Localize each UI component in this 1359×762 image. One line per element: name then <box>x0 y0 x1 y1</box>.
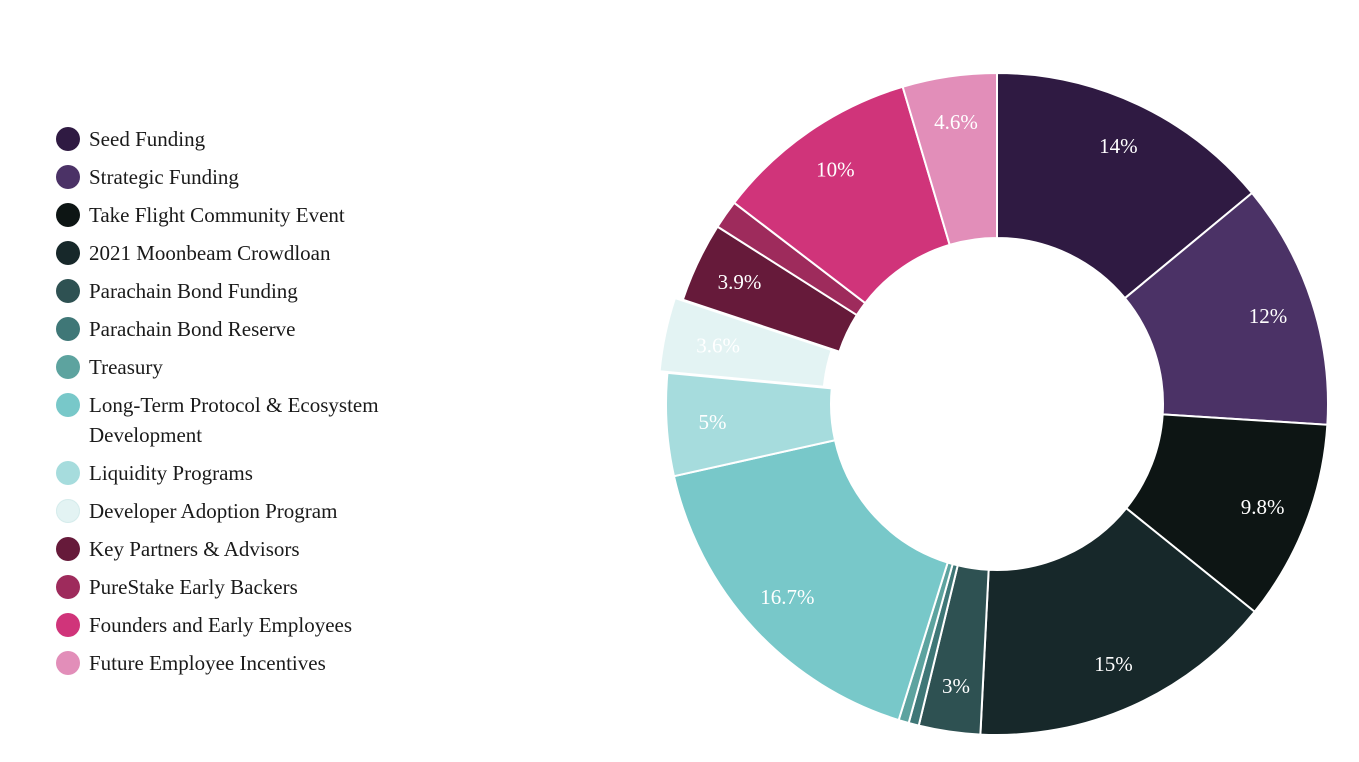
legend-item-seed-funding: Seed Funding <box>56 124 476 154</box>
legend-item-developer-adoption-program: Developer Adoption Program <box>56 496 476 526</box>
legend-swatch <box>56 317 80 341</box>
legend-swatch <box>56 651 80 675</box>
slice-label-2021-moonbeam-crowdloan: 15% <box>1094 652 1133 676</box>
slice-strategic-funding <box>1123 191 1329 426</box>
slice-label-take-flight-community-event: 9.8% <box>1241 495 1285 519</box>
legend-swatch <box>56 279 80 303</box>
legend-swatch <box>56 355 80 379</box>
legend-item-treasury: Treasury <box>56 352 476 382</box>
legend-swatch <box>56 393 80 417</box>
legend-label: Developer Adoption Program <box>89 499 338 523</box>
legend-item-long-term-protocol-and-ecosystem-development: Long-Term Protocol & Ecosystem Developme… <box>56 390 476 450</box>
slice-label-long-term-protocol-and-ecosystem-development: 16.7% <box>760 585 814 609</box>
legend-swatch <box>56 461 80 485</box>
legend-label: Strategic Funding <box>89 165 239 189</box>
legend-item-liquidity-programs: Liquidity Programs <box>56 458 476 488</box>
legend-swatch <box>56 613 80 637</box>
legend-label: Parachain Bond Funding <box>89 279 298 303</box>
slice-label-parachain-bond-funding: 3% <box>942 674 970 698</box>
legend-label: Seed Funding <box>89 127 206 151</box>
legend-label: Treasury <box>89 355 163 379</box>
legend-label: Parachain Bond Reserve <box>89 317 296 341</box>
slice-2021-moonbeam-crowdloan <box>979 506 1257 736</box>
legend-item-purestake-early-backers: PureStake Early Backers <box>56 572 476 602</box>
legend-item-strategic-funding: Strategic Funding <box>56 162 476 192</box>
slice-label-key-partners-and-advisors: 3.9% <box>718 270 762 294</box>
slice-label-developer-adoption-program: 3.6% <box>696 333 740 357</box>
slice-future-employee-incentives <box>901 71 998 247</box>
legend-swatch <box>56 203 80 227</box>
slice-label-liquidity-programs: 5% <box>699 410 727 434</box>
legend-swatch <box>56 575 80 599</box>
legend-item-key-partners-and-advisors: Key Partners & Advisors <box>56 534 476 564</box>
legend-label: 2021 Moonbeam Crowdloan <box>89 241 331 265</box>
legend-swatch <box>56 241 80 265</box>
legend-label: Liquidity Programs <box>89 461 253 485</box>
slice-label-founders-and-early-employees: 10% <box>816 157 855 181</box>
slice-label-strategic-funding: 12% <box>1249 304 1288 328</box>
legend-item-parachain-bond-funding: Parachain Bond Funding <box>56 276 476 306</box>
legend-item-parachain-bond-reserve: Parachain Bond Reserve <box>56 314 476 344</box>
legend-label: PureStake Early Backers <box>89 575 298 599</box>
legend-label: Take Flight Community Event <box>89 203 345 227</box>
slice-long-term-protocol-and-ecosystem-development <box>672 439 949 722</box>
legend-swatch <box>56 537 80 561</box>
slice-seed-funding <box>996 71 1254 300</box>
legend-label: Long-Term Protocol & Ecosystem Developme… <box>89 393 379 447</box>
legend-item-founders-and-early-employees: Founders and Early Employees <box>56 610 476 640</box>
legend-item-2021-moonbeam-crowdloan: 2021 Moonbeam Crowdloan <box>56 238 476 268</box>
legend-swatch <box>56 499 80 523</box>
legend-label: Future Employee Incentives <box>89 651 326 675</box>
legend-item-future-employee-incentives: Future Employee Incentives <box>56 648 476 678</box>
chart-legend: Seed Funding Strategic Funding Take Flight… <box>56 124 476 686</box>
legend-label: Key Partners & Advisors <box>89 537 300 561</box>
legend-label: Founders and Early Employees <box>89 613 353 637</box>
legend-item-take-flight-community-event: Take Flight Community Event <box>56 200 476 230</box>
legend-swatch <box>56 165 80 189</box>
legend-swatch <box>56 127 80 151</box>
slice-label-seed-funding: 14% <box>1099 134 1138 158</box>
slice-label-future-employee-incentives: 4.6% <box>934 110 978 134</box>
